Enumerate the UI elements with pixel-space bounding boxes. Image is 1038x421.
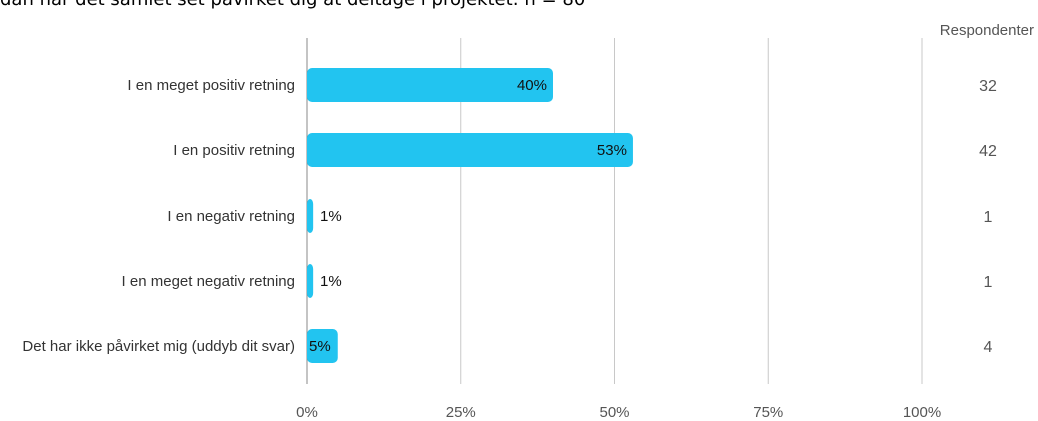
- x-tick-label: 50%: [599, 404, 629, 421]
- category-label: I en negativ retning: [167, 208, 295, 225]
- category-label: I en meget negativ retning: [122, 273, 295, 290]
- bar: [307, 199, 314, 233]
- category-label: I en meget positiv retning: [127, 77, 295, 94]
- x-tick-label: 25%: [446, 404, 476, 421]
- chart-title: dan har det samlet set påvirket dig at d…: [0, 0, 585, 10]
- value-label: 53%: [597, 142, 627, 159]
- respondent-count: 1: [984, 209, 993, 226]
- bar: [307, 133, 633, 167]
- bar: [307, 329, 338, 363]
- category-label: I en positiv retning: [173, 142, 295, 159]
- respondent-count: 1: [984, 274, 993, 291]
- x-tick-label: 100%: [903, 404, 941, 421]
- respondent-count: 4: [984, 339, 993, 356]
- x-tick-label: 0%: [296, 404, 318, 421]
- respondent-count: 42: [979, 143, 997, 160]
- value-label: 5%: [309, 338, 331, 355]
- respondent-count: 32: [979, 78, 997, 95]
- value-label: 40%: [517, 77, 547, 94]
- respondents-header: Respondenter: [940, 22, 1034, 39]
- bar: [307, 264, 314, 298]
- value-label: 1%: [320, 273, 342, 290]
- category-label: Det har ikke påvirket mig (uddyb dit sva…: [22, 338, 295, 355]
- x-tick-label: 75%: [753, 404, 783, 421]
- value-label: 1%: [320, 208, 342, 225]
- bar: [307, 68, 553, 102]
